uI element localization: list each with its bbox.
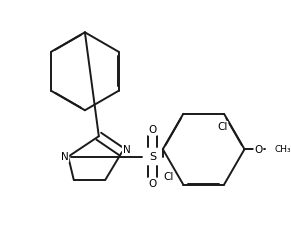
Text: Cl: Cl xyxy=(163,172,174,182)
Text: N: N xyxy=(123,145,131,155)
Text: Cl: Cl xyxy=(217,122,227,132)
Text: O: O xyxy=(148,179,157,189)
Text: O: O xyxy=(148,125,157,135)
Text: O: O xyxy=(254,145,262,155)
Text: CH₃: CH₃ xyxy=(274,145,291,154)
Text: N: N xyxy=(61,152,68,162)
Text: S: S xyxy=(149,152,156,162)
